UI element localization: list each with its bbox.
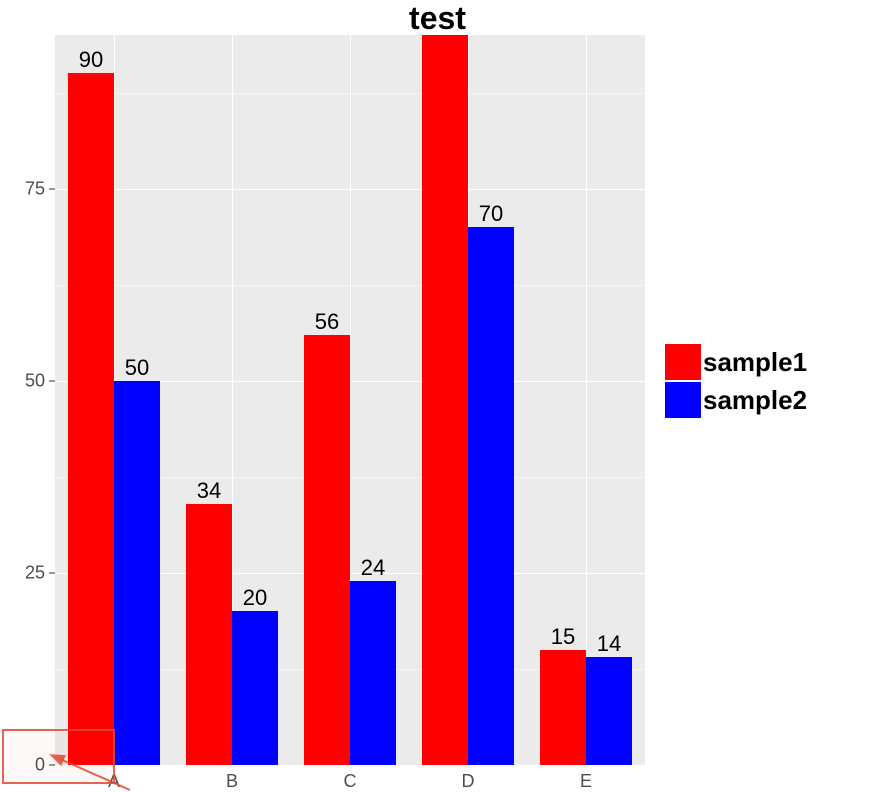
bar-sample2	[586, 657, 632, 765]
legend: sample1 sample2	[665, 344, 807, 420]
x-tick-label: D	[462, 771, 475, 792]
y-tick-mark	[49, 572, 55, 573]
chart-container: test 0255075A9050B3420C5624D70E1514 samp…	[0, 0, 875, 791]
bar-sample1	[304, 335, 350, 765]
y-tick-mark	[49, 188, 55, 189]
legend-item: sample1	[665, 344, 807, 380]
bar-value-label: 56	[315, 309, 339, 335]
bar-value-label: 90	[79, 47, 103, 73]
y-tick-label: 25	[25, 562, 45, 583]
x-tick-label: B	[226, 771, 238, 792]
y-tick-label: 50	[25, 370, 45, 391]
legend-label: sample2	[703, 385, 807, 416]
gridline-y	[55, 765, 645, 766]
legend-swatch	[665, 382, 701, 418]
bar-sample2	[114, 381, 160, 765]
bar-sample1	[186, 504, 232, 765]
bar-value-label: 24	[361, 555, 385, 581]
bar-value-label: 34	[197, 478, 221, 504]
legend-swatch	[665, 344, 701, 380]
x-tick-label: E	[580, 771, 592, 792]
legend-item: sample2	[665, 382, 807, 418]
y-tick-mark	[49, 380, 55, 381]
bar-value-label: 70	[479, 201, 503, 227]
bar-sample1	[422, 35, 468, 765]
x-tick-label: C	[344, 771, 357, 792]
bar-sample2	[468, 227, 514, 765]
plot-area: 0255075A9050B3420C5624D70E1514	[55, 35, 645, 765]
bar-sample2	[232, 611, 278, 765]
bar-value-label: 50	[125, 355, 149, 381]
bar-value-label: 20	[243, 585, 267, 611]
bar-value-label: 14	[597, 631, 621, 657]
y-tick-label: 75	[25, 178, 45, 199]
bar-sample1	[68, 73, 114, 765]
chart-title: test	[0, 0, 875, 37]
gridline-x	[586, 35, 587, 765]
bar-value-label: 15	[551, 624, 575, 650]
bar-sample2	[350, 581, 396, 765]
bar-sample1	[540, 650, 586, 765]
annotation-highlight-box	[2, 729, 115, 784]
legend-label: sample1	[703, 347, 807, 378]
